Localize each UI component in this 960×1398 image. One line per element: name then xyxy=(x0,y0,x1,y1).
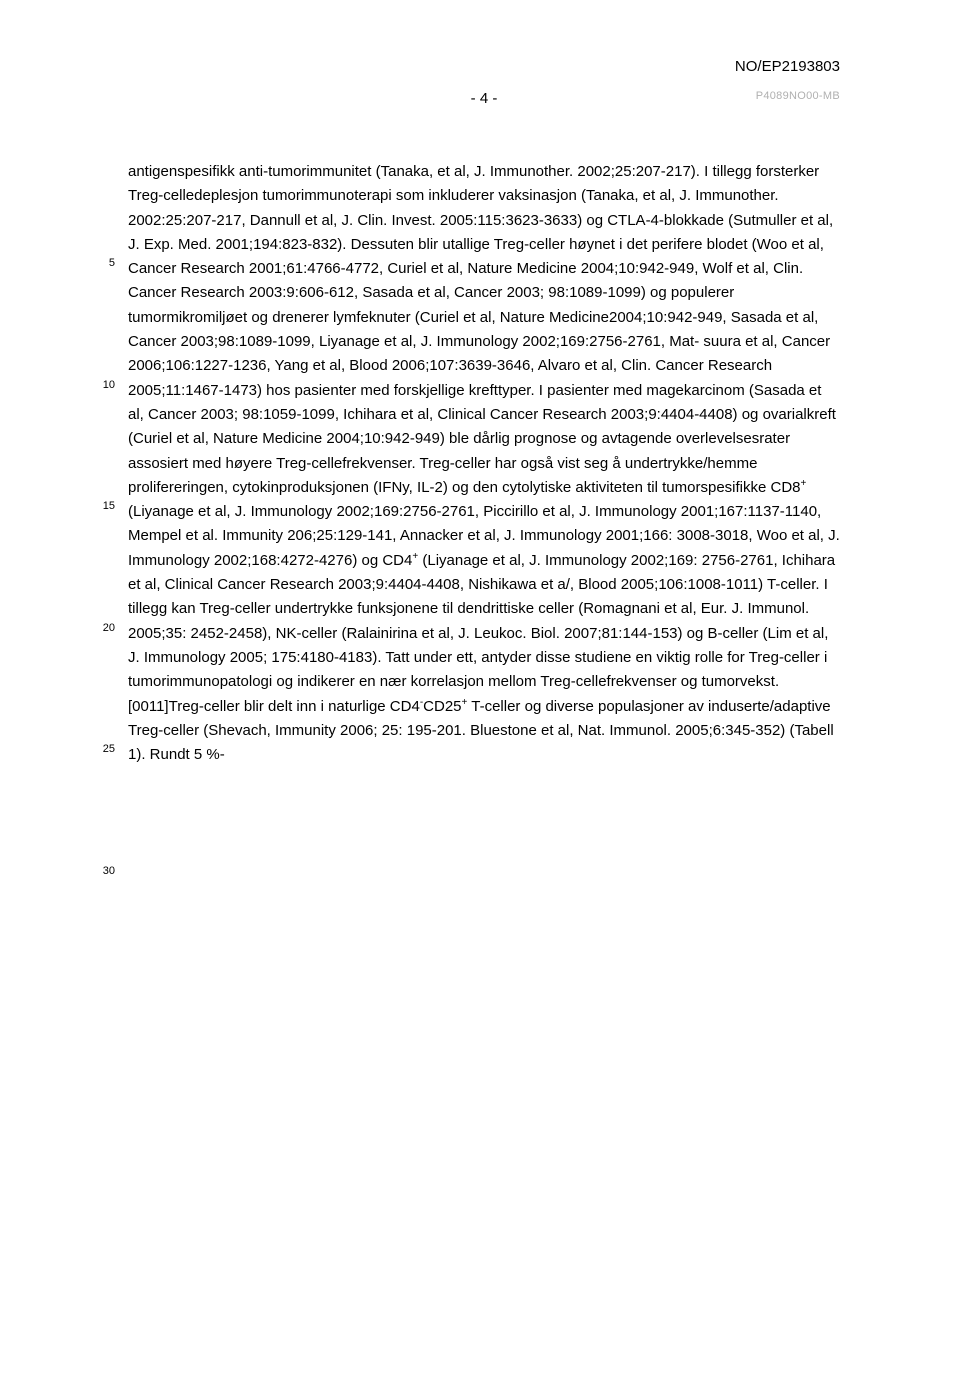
reference-code: P4089NO00-MB xyxy=(756,90,840,102)
page-number: - 4 - xyxy=(471,90,498,107)
body-paragraph-1: antigenspesifikk anti-tumorimmunitet (Ta… xyxy=(128,160,840,695)
body-text-segment: Treg-celler blir delt inn i naturlige CD… xyxy=(169,698,420,715)
line-number-20: 20 xyxy=(90,622,115,634)
body-text-segment: (Liyanage et al, J. Immunology 2002;169:… xyxy=(128,552,835,690)
body-text-segment: CD25 xyxy=(423,698,461,715)
superscript-plus: + xyxy=(801,478,807,489)
line-number-30: 30 xyxy=(90,865,115,877)
body-text-segment: antigenspesifikk anti-tumorimmunitet (Ta… xyxy=(128,163,836,496)
body-paragraph-2: [0011]Treg-celler blir delt inn i naturl… xyxy=(128,695,840,768)
document-page: NO/EP2193803 - 4 - P4089NO00-MB 5 10 15 … xyxy=(0,0,960,1398)
line-number-5: 5 xyxy=(90,257,115,269)
document-number: NO/EP2193803 xyxy=(735,58,840,75)
page-header: NO/EP2193803 - 4 - P4089NO00-MB xyxy=(128,58,840,98)
line-number-10: 10 xyxy=(90,379,115,391)
page-content: 5 10 15 20 25 30 antigenspesifikk anti-t… xyxy=(128,160,840,767)
line-number-15: 15 xyxy=(90,500,115,512)
paragraph-label: [0011] xyxy=(128,698,169,715)
line-number-25: 25 xyxy=(90,743,115,755)
